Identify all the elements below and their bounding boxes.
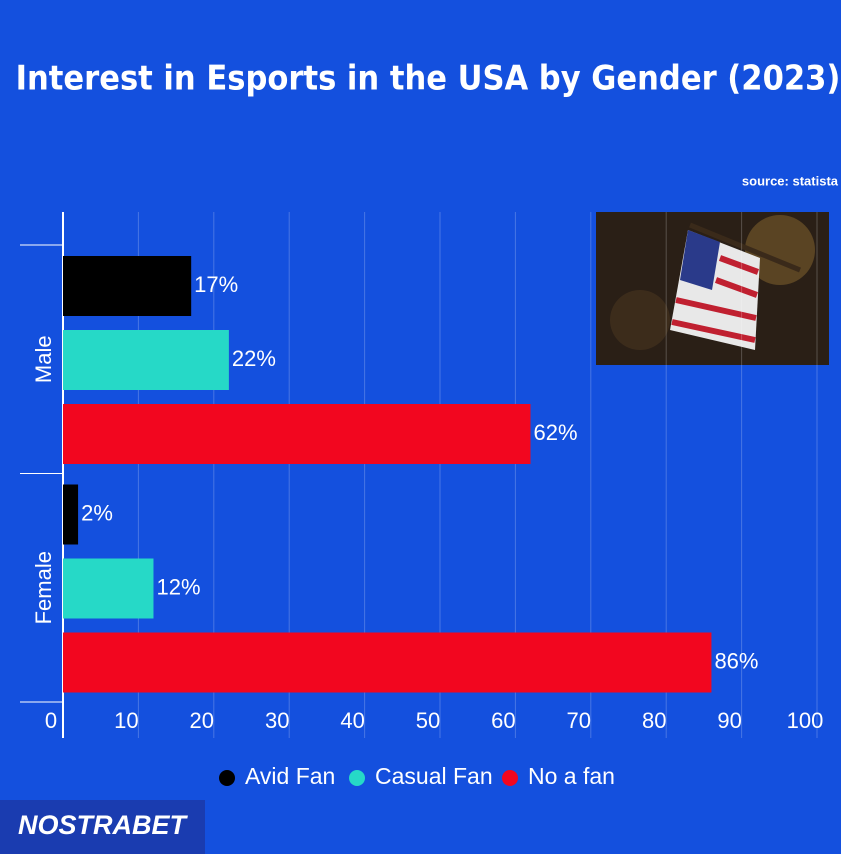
x-tick-label: 0 [45, 708, 57, 733]
bar [63, 484, 79, 545]
legend-marker [219, 770, 235, 786]
chart-title: Interest in Esports in the USA by Gender… [16, 59, 841, 99]
x-tick-label: 60 [491, 708, 515, 733]
bar [63, 632, 712, 693]
category-label: Male [31, 335, 56, 383]
legend-label: Avid Fan [245, 763, 335, 789]
value-label: 12% [156, 574, 200, 599]
value-label: 86% [714, 648, 758, 673]
legend-marker [349, 770, 365, 786]
x-tick-label: 90 [717, 708, 741, 733]
bar [63, 330, 229, 390]
photo [596, 212, 829, 365]
x-tick-label: 40 [340, 708, 364, 733]
source: source: statista [742, 173, 839, 188]
x-tick-label: 100 [787, 708, 824, 733]
x-tick-label: 20 [190, 708, 214, 733]
bar [63, 558, 154, 619]
legend-label: No a fan [528, 763, 615, 789]
value-label: 22% [232, 346, 276, 371]
legend-label: Casual Fan [375, 763, 493, 789]
x-tick-label: 80 [642, 708, 666, 733]
x-tick-label: 70 [567, 708, 591, 733]
bar [63, 256, 192, 316]
value-label: 2% [81, 500, 113, 525]
value-label: 62% [533, 420, 577, 445]
legend-marker [502, 770, 518, 786]
category-label: Female [31, 551, 56, 624]
brand: NOSTRABET [18, 810, 189, 840]
bar [63, 404, 531, 464]
footer-logo: NOSTRABET [0, 800, 205, 854]
x-tick-label: 50 [416, 708, 440, 733]
x-tick-label: 10 [114, 708, 138, 733]
x-tick-label: 30 [265, 708, 289, 733]
value-label: 17% [194, 272, 238, 297]
